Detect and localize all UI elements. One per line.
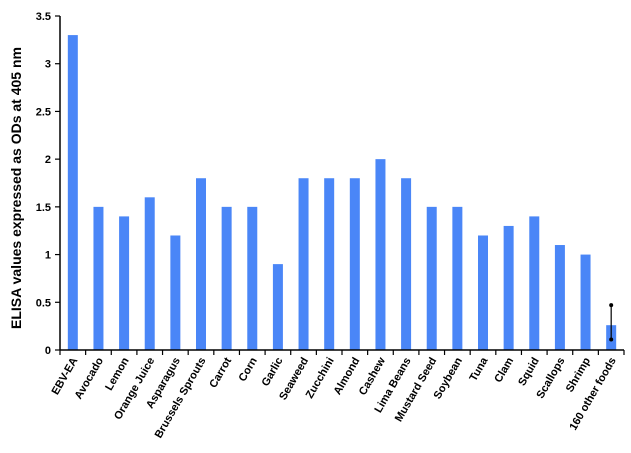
bar <box>170 235 181 350</box>
y-tick-label: 1.5 <box>36 202 51 214</box>
error-bar-cap-high <box>609 303 614 308</box>
x-tick-label: Squid <box>516 356 542 388</box>
bar <box>298 178 309 350</box>
x-tick-label: Tuna <box>467 355 491 384</box>
bar <box>529 216 540 350</box>
bar <box>221 206 232 350</box>
y-tick-label: 3 <box>45 59 51 71</box>
x-tick-label: Clam <box>492 355 516 384</box>
y-tick-label: 1 <box>45 250 51 262</box>
y-tick-label: 3.5 <box>36 11 51 23</box>
bar <box>452 206 463 350</box>
bar <box>503 225 514 350</box>
bar <box>401 178 412 350</box>
bar <box>93 206 104 350</box>
y-axis: 0 0.5 1 1.5 2 2.5 3 3.5 <box>36 11 61 357</box>
x-tick-label: Carrot <box>207 355 234 390</box>
y-tick-label: 2 <box>45 154 51 166</box>
bar <box>324 178 335 350</box>
bar <box>478 235 488 350</box>
bar <box>247 206 258 350</box>
y-tick-label: 0 <box>45 345 51 357</box>
bar <box>67 35 78 350</box>
bars <box>67 35 617 350</box>
bar <box>554 245 565 350</box>
bar <box>426 206 437 350</box>
bar <box>375 159 386 350</box>
y-tick-label: 0.5 <box>36 297 51 309</box>
y-axis-label: ELISA values expressed as ODs at 405 nm <box>8 47 24 329</box>
x-tick-label: Corn <box>237 355 260 383</box>
x-tick-label: Lemon <box>103 355 132 392</box>
y-tick-label: 2.5 <box>36 106 51 118</box>
bar <box>272 264 283 350</box>
bar <box>349 178 360 350</box>
bar <box>119 216 130 350</box>
bar <box>196 178 206 350</box>
bar <box>580 254 591 350</box>
error-bar-cap-low <box>609 337 614 342</box>
x-tick-label: Garlic <box>260 356 286 389</box>
bar <box>144 197 155 350</box>
